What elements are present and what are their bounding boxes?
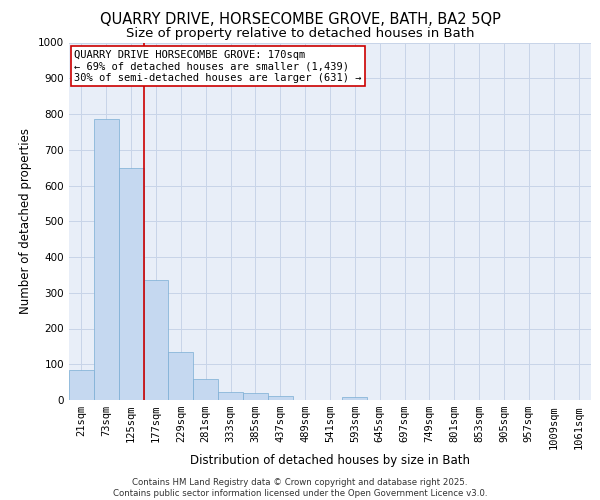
Bar [243, 393, 268, 400]
Bar [69, 370, 94, 400]
Bar [218, 392, 243, 400]
Bar [193, 380, 218, 400]
Text: QUARRY DRIVE HORSECOMBE GROVE: 170sqm
← 69% of detached houses are smaller (1,43: QUARRY DRIVE HORSECOMBE GROVE: 170sqm ← … [74, 50, 362, 83]
Bar [169, 352, 193, 400]
Text: Contains HM Land Registry data © Crown copyright and database right 2025.
Contai: Contains HM Land Registry data © Crown c… [113, 478, 487, 498]
Text: Size of property relative to detached houses in Bath: Size of property relative to detached ho… [126, 28, 474, 40]
Bar [268, 396, 293, 400]
Bar [143, 280, 169, 400]
Bar [343, 397, 367, 400]
X-axis label: Distribution of detached houses by size in Bath: Distribution of detached houses by size … [190, 454, 470, 467]
Bar [94, 120, 119, 400]
Bar [119, 168, 143, 400]
Y-axis label: Number of detached properties: Number of detached properties [19, 128, 32, 314]
Text: QUARRY DRIVE, HORSECOMBE GROVE, BATH, BA2 5QP: QUARRY DRIVE, HORSECOMBE GROVE, BATH, BA… [100, 12, 500, 28]
